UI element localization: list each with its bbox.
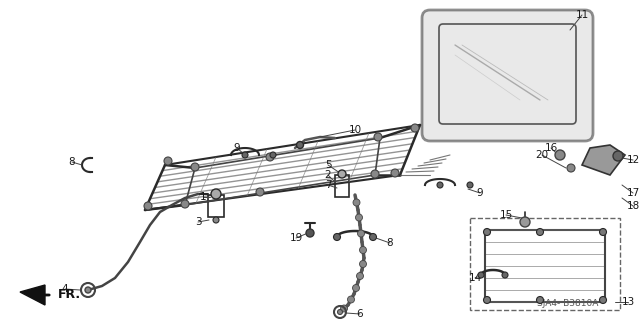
Text: 8: 8 xyxy=(387,238,394,248)
Circle shape xyxy=(296,142,303,149)
Circle shape xyxy=(483,296,490,303)
Circle shape xyxy=(356,272,364,279)
Circle shape xyxy=(360,261,367,268)
Text: 14: 14 xyxy=(468,273,482,283)
Text: 7: 7 xyxy=(324,180,332,190)
Text: 8: 8 xyxy=(68,157,76,167)
Circle shape xyxy=(181,200,189,208)
Polygon shape xyxy=(582,145,625,175)
Bar xyxy=(208,195,224,217)
Text: 17: 17 xyxy=(627,188,639,198)
Circle shape xyxy=(520,217,530,227)
Text: FR.: FR. xyxy=(58,288,81,301)
Circle shape xyxy=(333,234,340,241)
Circle shape xyxy=(478,272,484,278)
Circle shape xyxy=(600,296,607,303)
Circle shape xyxy=(355,214,362,221)
Circle shape xyxy=(613,151,623,161)
Circle shape xyxy=(213,217,219,223)
Circle shape xyxy=(467,182,473,188)
Text: 13: 13 xyxy=(621,297,635,307)
Circle shape xyxy=(353,285,360,292)
Text: 10: 10 xyxy=(348,125,362,135)
Text: 2: 2 xyxy=(324,170,332,180)
Text: 3: 3 xyxy=(195,217,202,227)
Text: 16: 16 xyxy=(545,143,557,153)
Circle shape xyxy=(483,228,490,235)
Circle shape xyxy=(555,150,565,160)
Text: 6: 6 xyxy=(356,309,364,319)
Circle shape xyxy=(266,153,274,161)
Circle shape xyxy=(369,234,376,241)
Text: 15: 15 xyxy=(499,210,513,220)
Circle shape xyxy=(338,170,346,178)
Circle shape xyxy=(340,305,348,312)
Bar xyxy=(335,175,349,197)
Circle shape xyxy=(353,199,360,206)
Text: 19: 19 xyxy=(289,233,303,243)
Circle shape xyxy=(502,272,508,278)
Text: 11: 11 xyxy=(575,10,589,20)
Circle shape xyxy=(306,229,314,237)
Circle shape xyxy=(371,170,379,178)
Text: 1: 1 xyxy=(200,192,206,202)
Text: 9: 9 xyxy=(234,143,240,153)
Circle shape xyxy=(256,188,264,196)
Text: 5: 5 xyxy=(324,160,332,170)
Circle shape xyxy=(270,152,276,158)
Text: 9: 9 xyxy=(477,188,483,198)
Circle shape xyxy=(337,309,342,315)
Circle shape xyxy=(374,133,382,141)
Circle shape xyxy=(164,157,172,165)
Circle shape xyxy=(360,247,367,254)
Circle shape xyxy=(242,152,248,158)
Circle shape xyxy=(536,296,543,303)
FancyBboxPatch shape xyxy=(422,10,593,141)
Circle shape xyxy=(600,228,607,235)
Circle shape xyxy=(144,202,152,210)
Text: 4: 4 xyxy=(61,284,68,294)
Text: 18: 18 xyxy=(627,201,639,211)
Circle shape xyxy=(85,287,91,293)
Circle shape xyxy=(211,189,221,199)
Circle shape xyxy=(567,164,575,172)
Polygon shape xyxy=(20,285,45,305)
Text: 12: 12 xyxy=(627,155,639,165)
Circle shape xyxy=(391,169,399,177)
Circle shape xyxy=(358,230,365,237)
Circle shape xyxy=(348,296,355,303)
Circle shape xyxy=(437,182,443,188)
Circle shape xyxy=(191,163,199,171)
Circle shape xyxy=(536,228,543,235)
Text: 20: 20 xyxy=(536,150,548,160)
Text: SJA4- B3810A: SJA4- B3810A xyxy=(536,299,598,308)
Circle shape xyxy=(411,124,419,132)
